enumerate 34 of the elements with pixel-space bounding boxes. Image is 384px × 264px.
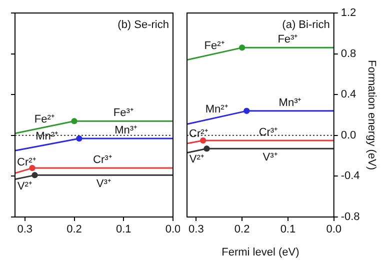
x-axis-title: Fermi level (eV) — [222, 246, 300, 258]
y-tick-label: 1.2 — [340, 7, 356, 20]
x-tick-label: 0.0 — [326, 224, 342, 236]
x-tick-label: 0.3 — [17, 224, 33, 236]
series-label: V²⁺ — [17, 180, 32, 192]
y-tick-label: 0.8 — [340, 48, 356, 60]
series-label: Cr²⁺ — [188, 128, 208, 140]
y-tick-label: 0.4 — [340, 88, 356, 101]
x-tick-label: 0.1 — [116, 224, 132, 236]
y-tick-label: 0.0 — [340, 129, 356, 142]
x-tick-label: 0.0 — [165, 224, 181, 236]
series-label: Cr³⁺ — [93, 154, 112, 166]
y-tick-label: -0.4 — [340, 170, 360, 182]
x-tick-label: 0.2 — [66, 224, 82, 236]
x-tick-label: 0.3 — [188, 224, 204, 236]
series-label: Mn²⁺ — [205, 104, 228, 116]
x-tick-label: 0.2 — [234, 224, 250, 236]
series-label: Mn²⁺ — [36, 130, 59, 143]
x-tick-label: 0.1 — [280, 224, 296, 236]
y-axis-title: Formation energy (eV) — [365, 60, 378, 170]
series-label: Fe³⁺ — [278, 34, 298, 46]
series-label: Cr²⁺ — [16, 156, 36, 169]
series-label: V³⁺ — [96, 178, 112, 190]
series-label: Mn³⁺ — [114, 124, 138, 136]
series-label: Cr³⁺ — [258, 126, 278, 139]
series-label: V²⁺ — [189, 154, 204, 166]
series-label: Fe³⁺ — [113, 107, 134, 120]
text: (a) Bi-rich — [282, 19, 330, 32]
series-label: Fe²⁺ — [204, 40, 225, 52]
y-tick-label: -0.8 — [340, 211, 360, 224]
series-label: Mn³⁺ — [278, 96, 302, 109]
text: (b) Se-rich — [118, 19, 169, 32]
series-label: V³⁺ — [262, 152, 278, 164]
series-label: Fe²⁺ — [34, 113, 55, 126]
